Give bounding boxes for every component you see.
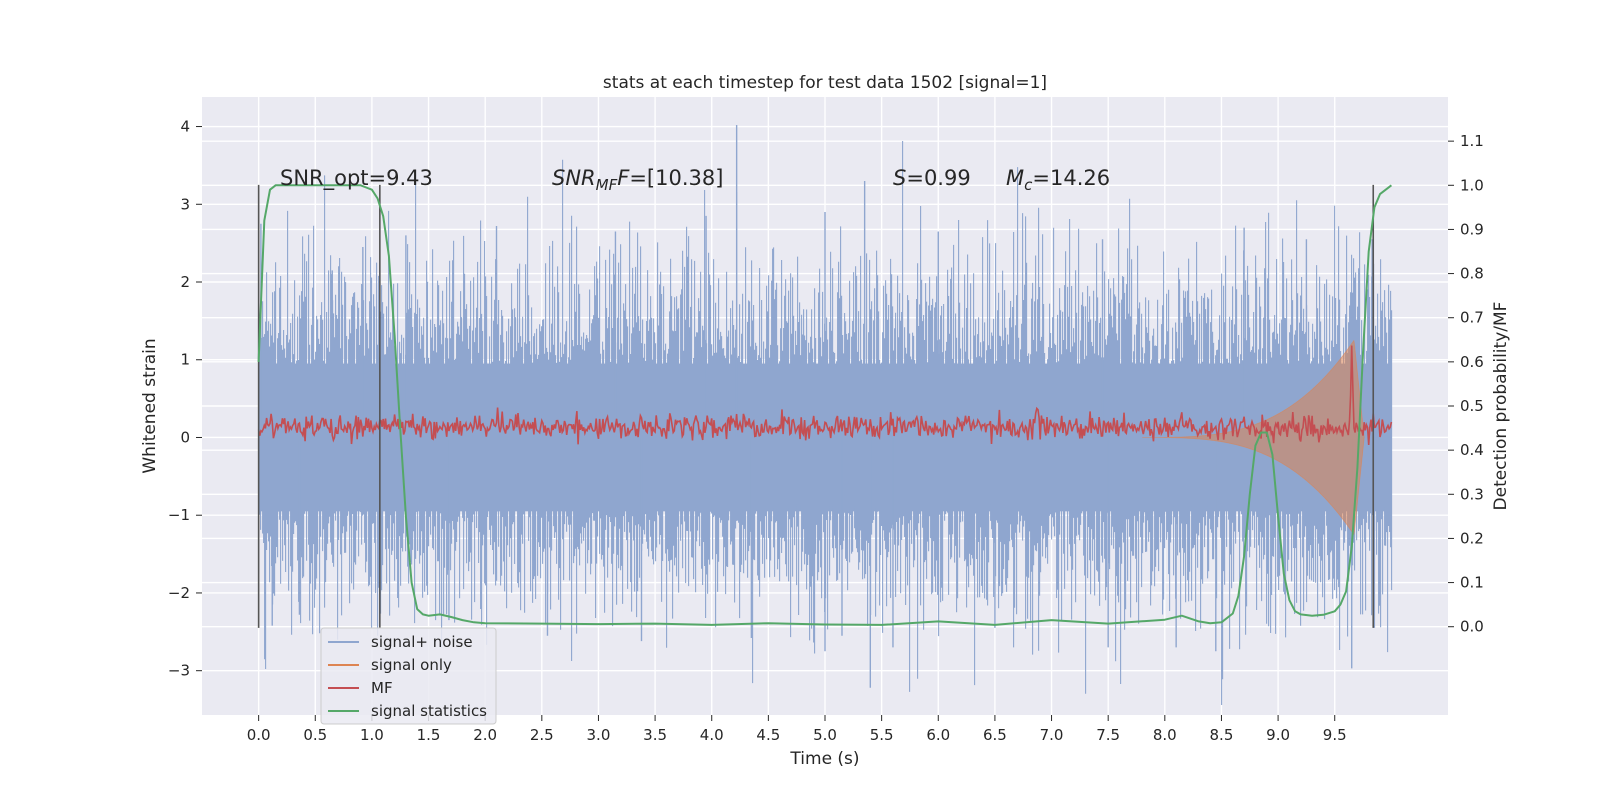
y2-axis-ticks: 0.0 0.1 0.2 0.3 0.4 0.5 0.6 0.7 0.8 0.9 1.0 1.1 <box>1448 132 1484 636</box>
x-tick-label: 4.5 <box>756 726 780 744</box>
snr-mf-f: F <box>617 166 630 190</box>
signal-statistics-line <box>257 184 1393 626</box>
y2-tick-label: 0.9 <box>1460 220 1484 238</box>
legend-label-signal-only: signal only <box>371 656 452 674</box>
x-tick-label: 6.5 <box>983 726 1007 744</box>
y-tick-label: 4 <box>180 118 190 136</box>
x-tick-label: 8.0 <box>1153 726 1177 744</box>
mc-symbol: M <box>1006 166 1024 190</box>
snr-mf-value: =[10.38] <box>629 166 723 190</box>
x-axis-ticks: 0.0 0.5 1.0 1.5 2.0 2.5 3.0 3.5 4.0 4.5 5.0 5.5 6.0 6… <box>247 715 1347 744</box>
y-tick-label: 2 <box>180 273 190 291</box>
s-value: =0.99 <box>906 166 970 190</box>
y2-tick-label: 0.1 <box>1460 574 1484 592</box>
x-tick-label: 0.5 <box>303 726 327 744</box>
y2-tick-label: 0.6 <box>1460 353 1484 371</box>
x-tick-label: 2.0 <box>473 726 497 744</box>
y2-tick-label: 0.8 <box>1460 265 1484 283</box>
mc-subscript: c <box>1024 176 1033 194</box>
x-tick-label: 8.5 <box>1210 726 1234 744</box>
chart-title: stats at each timestep for test data 150… <box>603 73 1047 93</box>
x-tick-label: 2.5 <box>530 726 554 744</box>
y2-tick-label: 0.2 <box>1460 529 1484 547</box>
marker-vertical-lines <box>257 184 1375 628</box>
x-tick-label: 3.0 <box>587 726 611 744</box>
mf-line <box>257 345 1393 445</box>
x-tick-label: 5.0 <box>813 726 837 744</box>
y2-tick-label: 1.0 <box>1460 176 1484 194</box>
signal-only-series <box>1142 339 1365 536</box>
x-tick-label: 0.0 <box>247 726 271 744</box>
mc-annotation: Mc=14.26 <box>1006 166 1110 194</box>
y2-tick-label: 0.3 <box>1460 485 1484 503</box>
legend-label-signal-noise: signal+ noise <box>371 633 473 651</box>
x-tick-label: 1.0 <box>360 726 384 744</box>
y2-tick-label: 0.0 <box>1460 618 1484 636</box>
y2-axis-label: Detection probability/MF <box>1491 302 1511 511</box>
y-axis-label: Whitened strain <box>140 338 160 473</box>
y-tick-label: −1 <box>168 506 190 524</box>
y2-tick-label: 0.4 <box>1460 441 1484 459</box>
y-tick-label: −3 <box>168 662 190 680</box>
x-tick-label: 7.5 <box>1096 726 1120 744</box>
y-tick-label: −2 <box>168 584 190 602</box>
mf-series <box>257 345 1393 445</box>
signal-statistics-series <box>257 184 1393 626</box>
x-tick-label: 9.0 <box>1266 726 1290 744</box>
x-tick-label: 5.5 <box>870 726 894 744</box>
signal-only-envelope <box>1142 339 1365 536</box>
x-tick-label: 1.5 <box>417 726 441 744</box>
snr-mf-annotation: SNRMFF=[10.38] <box>552 166 723 194</box>
y-axis-ticks: −3 −2 −1 0 1 2 3 4 <box>168 118 202 680</box>
mc-value: =14.26 <box>1032 166 1110 190</box>
y2-tick-label: 0.7 <box>1460 309 1484 327</box>
y2-tick-label: 1.1 <box>1460 132 1484 150</box>
x-tick-label: 4.0 <box>700 726 724 744</box>
x-tick-label: 7.0 <box>1040 726 1064 744</box>
x-tick-label: 9.5 <box>1323 726 1347 744</box>
y2-tick-label: 0.5 <box>1460 397 1484 415</box>
legend-box <box>320 627 497 725</box>
x-tick-label: 6.0 <box>926 726 950 744</box>
s-annotation: S=0.99 <box>893 166 971 190</box>
y-tick-label: 1 <box>180 351 190 369</box>
snr-opt-annotation: SNR_opt=9.43 <box>280 166 433 191</box>
x-axis-label: Time (s) <box>789 749 859 769</box>
y-tick-label: 3 <box>180 195 190 213</box>
s-symbol: S <box>893 166 906 190</box>
snr-mf-subscript: MF <box>596 176 618 194</box>
snr-mf-symbol: SNR <box>552 166 596 190</box>
legend: signal+ noise signal only MF signal stat… <box>320 627 497 725</box>
y-tick-label: 0 <box>180 428 190 446</box>
x-tick-label: 3.5 <box>643 726 667 744</box>
legend-label-signal-statistics: signal statistics <box>371 702 487 720</box>
legend-label-mf: MF <box>371 679 393 697</box>
